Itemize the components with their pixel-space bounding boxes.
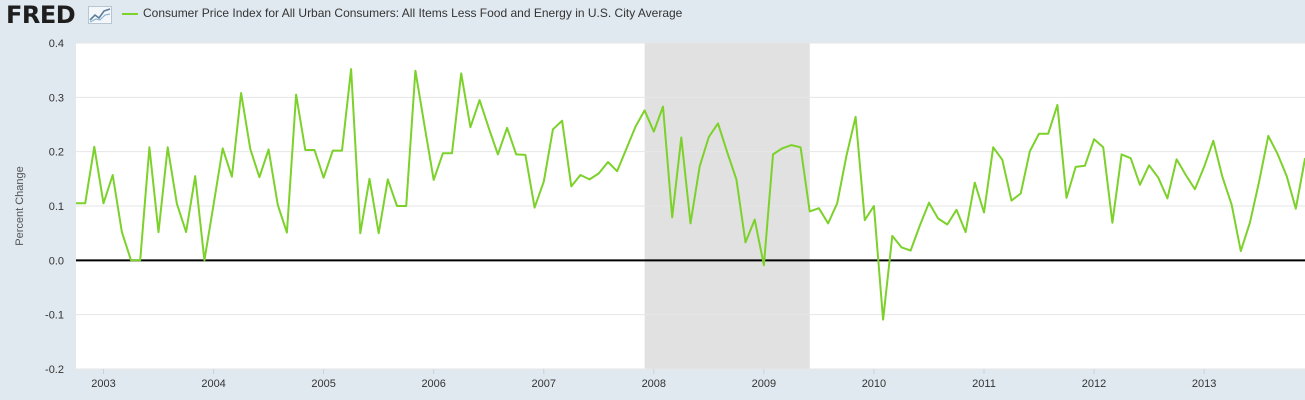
legend-line-swatch (122, 13, 138, 15)
y-tick-labels: -0.2 -0.1 0.0 0.1 0.2 0.3 0.4 (45, 38, 64, 376)
fred-logo[interactable]: FRED (6, 1, 76, 29)
series-line[interactable] (76, 68, 1305, 321)
x-tick-label: 2011 (972, 378, 996, 390)
x-tick-label: 2004 (201, 378, 225, 390)
y-tick-label: 0.3 (49, 92, 64, 104)
y-tick-label: 0.0 (49, 255, 64, 267)
chart-header: FRED Consumer Price Index for All Urban … (0, 0, 1305, 34)
x-tick-label: 2008 (642, 378, 666, 390)
series-title[interactable]: Consumer Price Index for All Urban Consu… (143, 6, 683, 20)
x-tick-label: 2009 (752, 378, 776, 390)
x-tick-label: 2003 (91, 378, 115, 390)
x-tick-label: 2013 (1192, 378, 1216, 390)
x-tick-label: 2010 (862, 378, 886, 390)
x-tick-labels: 2003 2004 2005 2006 2007 2008 2009 2010 2011 2012… (91, 369, 1216, 390)
x-tick-label: 2007 (532, 378, 556, 390)
y-axis-label: Percent Change (14, 166, 26, 246)
y-tick-label: -0.2 (45, 364, 64, 376)
x-tick-label: 2005 (311, 378, 335, 390)
x-tick-label: 2006 (421, 378, 445, 390)
x-tick-label: 2012 (1082, 378, 1106, 390)
y-tick-label: 0.2 (49, 147, 64, 159)
y-tick-label: 0.4 (49, 38, 64, 50)
line-chart-icon (88, 6, 112, 24)
y-tick-label: -0.1 (45, 310, 64, 322)
y-tick-label: 0.1 (49, 201, 64, 213)
